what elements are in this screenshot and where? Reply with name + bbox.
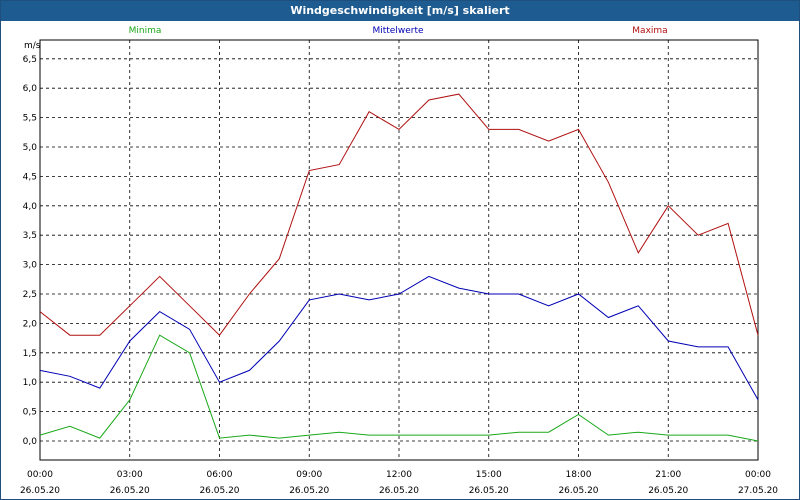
y-tick-label: 2,0: [23, 319, 38, 329]
x-tick-date: 26.05.20: [648, 486, 688, 496]
y-tick-label: 5,5: [23, 114, 37, 124]
y-tick-label: 3,5: [23, 231, 37, 241]
x-tick-date: 26.05.20: [20, 486, 60, 496]
legend-minima: Minima: [129, 26, 162, 36]
y-axis: m/s 0,0 0,5 1,0 1,5 2,0 2,5 3,0 3,5 4,0 4,5 5,0 5,5…: [23, 41, 41, 447]
series-line-maxima: [39, 93, 759, 336]
x-tick-date: 27.05.20: [738, 486, 778, 496]
x-tick-date: 26.05.20: [379, 486, 419, 496]
y-axis-label: m/s: [24, 41, 41, 51]
legend: Minima Mittelwerte Maxima: [129, 26, 668, 36]
x-tick-time: 06:00: [207, 470, 233, 480]
series-lines: [39, 93, 759, 442]
y-tick-label: 5,0: [23, 143, 38, 153]
y-tick-label: 3,0: [23, 261, 38, 271]
series-line-mittelwerte: [39, 275, 759, 401]
x-tick-time: 21:00: [655, 470, 681, 480]
x-tick-date: 26.05.20: [469, 486, 509, 496]
legend-mittelwerte: Mittelwerte: [372, 26, 423, 36]
x-tick-time: 00:00: [27, 470, 53, 480]
y-tick-label: 0,5: [23, 408, 37, 418]
x-tick-date: 26.05.20: [558, 486, 598, 496]
y-tick-label: 4,0: [23, 202, 38, 212]
grid-lines: [40, 40, 758, 460]
chart-title: Windgeschwindigkeit [m/s] skaliert: [1, 1, 799, 21]
x-tick-date: 26.05.20: [110, 486, 150, 496]
x-tick-time: 00:00: [745, 470, 771, 480]
y-tick-label: 6,5: [23, 55, 37, 65]
legend-maxima: Maxima: [632, 26, 667, 36]
y-tick-label: 4,5: [23, 172, 37, 182]
x-tick-date: 26.05.20: [199, 486, 239, 496]
x-tick-time: 12:00: [386, 470, 412, 480]
y-tick-label: 0,0: [23, 437, 38, 447]
y-tick-label: 2,5: [23, 290, 37, 300]
y-tick-label: 1,0: [23, 378, 38, 388]
x-tick-time: 18:00: [566, 470, 592, 480]
y-tick-label: 6,0: [23, 84, 38, 94]
x-axis: 00:00 26.05.20 03:00 26.05.20 06:00 26.05.20 0…: [20, 470, 778, 496]
y-tick-label: 1,5: [23, 349, 37, 359]
x-tick-time: 15:00: [476, 470, 502, 480]
x-tick-time: 09:00: [296, 470, 322, 480]
x-tick-date: 26.05.20: [289, 486, 329, 496]
x-tick-time: 03:00: [117, 470, 143, 480]
series-line-minima: [39, 334, 759, 442]
